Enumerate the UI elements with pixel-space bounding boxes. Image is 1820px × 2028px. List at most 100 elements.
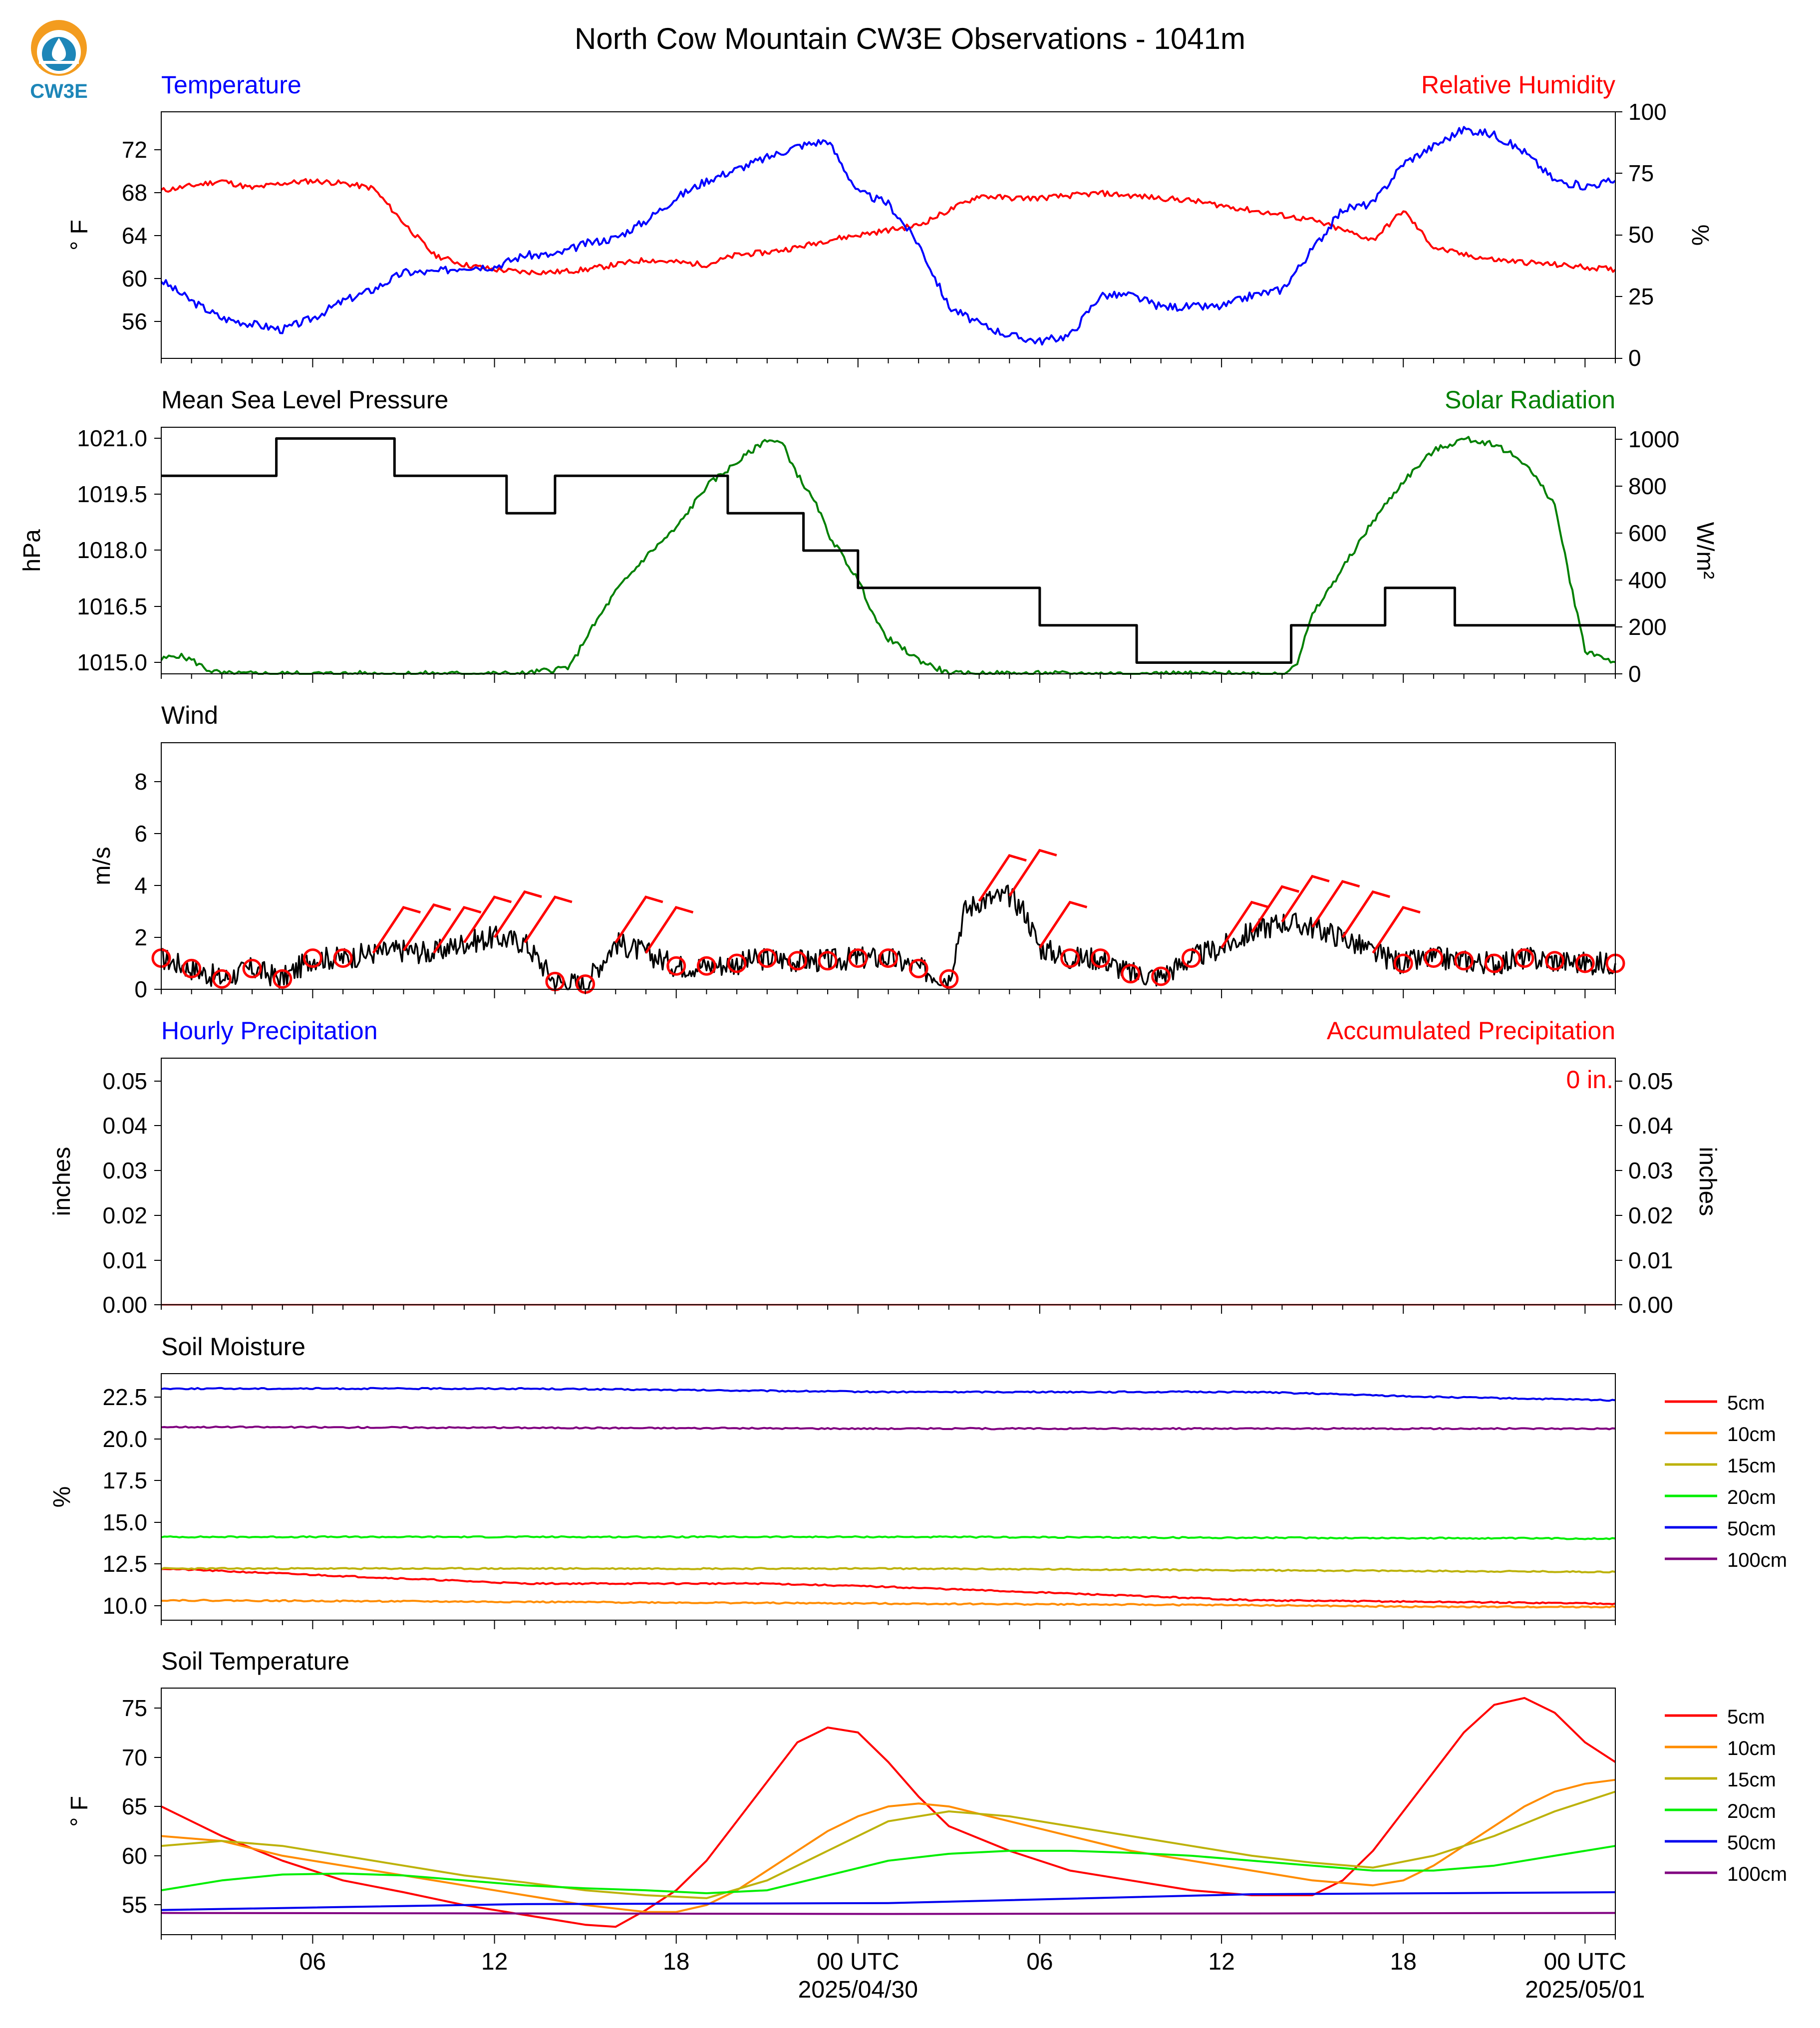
- tick-label: 65: [122, 1793, 147, 1819]
- tick-label: 0.05: [1628, 1068, 1673, 1094]
- wind-barb: [524, 895, 573, 943]
- soil-moisture-legend: 5cm 10cm 15cm 20cm 50cm 100cm: [1665, 1392, 1787, 1571]
- wind-barb: [1372, 905, 1421, 954]
- tick-label: 4: [134, 872, 147, 898]
- temperature-left-ticks: 56 60 64 68 72: [122, 137, 161, 334]
- legend-item: 15cm: [1665, 1769, 1776, 1791]
- wind-axis-label: m/s: [89, 847, 115, 885]
- wind-calm-marker: [212, 969, 232, 989]
- humidity-axis-label: %: [1687, 225, 1713, 246]
- legend-label: 10cm: [1727, 1424, 1776, 1446]
- wind-calm-marker: [818, 951, 838, 971]
- legend-item: 5cm: [1665, 1392, 1765, 1414]
- solar-right-ticks: 0 200 400 600 800 1000: [1615, 426, 1679, 687]
- temperature-panel: Temperature Relative Humidity 56 60 64 6…: [66, 71, 1713, 371]
- wind-barb: [493, 890, 542, 938]
- wind-barb: [1341, 890, 1391, 938]
- soil-moisture-panel: Soil Moisture 10.0 12.5 15.0 17.5 20.0 2…: [49, 1333, 1787, 1629]
- tick-label: 100: [1628, 99, 1667, 125]
- legend-label: 20cm: [1727, 1486, 1776, 1508]
- hourly-precip-title: Hourly Precipitation: [161, 1017, 378, 1045]
- legend-item: 10cm: [1665, 1424, 1776, 1446]
- cw3e-logo: CW3E: [30, 20, 88, 102]
- wind-calm-marker: [1121, 964, 1141, 984]
- legend-item: 50cm: [1665, 1518, 1776, 1540]
- wind-calm-marker: [787, 951, 807, 971]
- wind-calm-marker: [1060, 948, 1080, 968]
- tick-label: 1016.5: [77, 593, 147, 619]
- wind-calm-marker: [1181, 948, 1201, 968]
- soil-temperature-axis-label: ° F: [66, 1796, 93, 1827]
- wind-calm-marker: [303, 948, 322, 968]
- series-line-relative-humidity: [160, 178, 1616, 276]
- legend-label: 15cm: [1727, 1455, 1776, 1477]
- legend-label: 100cm: [1727, 1863, 1787, 1885]
- wind-calm-marker: [182, 958, 202, 978]
- tick-label: 56: [122, 308, 147, 334]
- tick-label: 1015.0: [77, 649, 147, 675]
- soil-moisture-left-ticks: 10.0 12.5 15.0 17.5 20.0 22.5: [102, 1384, 161, 1619]
- tick-label: 0.04: [102, 1113, 147, 1139]
- x-tick-marks: [161, 1620, 1616, 1629]
- wind-calm-marker: [757, 948, 777, 968]
- wind-barb: [978, 854, 1027, 902]
- precip-left-axis-label: inches: [49, 1147, 75, 1216]
- wind-calm-marker: [1424, 948, 1444, 968]
- soil-temperature-panel: Soil Temperature 55 60 65 70 75 ° F 06 12…: [66, 1647, 1787, 2003]
- precip-right-axis-label: inches: [1694, 1147, 1721, 1216]
- legend-item: 100cm: [1665, 1549, 1787, 1571]
- tick-label: 75: [1628, 160, 1654, 186]
- x-date-label: 2025/05/01: [1525, 1977, 1645, 2003]
- wind-barb: [644, 905, 694, 954]
- legend-item: 50cm: [1665, 1832, 1776, 1854]
- wind-axes-frame: [161, 742, 1616, 990]
- wind-left-ticks: 0 2 4 6 8: [134, 769, 161, 1002]
- tick-label: 0: [1628, 345, 1641, 371]
- series-line-5cm: [161, 1568, 1616, 1605]
- wind-barb: [1311, 879, 1360, 928]
- wind-calm-marker: [1151, 966, 1171, 986]
- series-line-20cm: [161, 1845, 1616, 1894]
- wind-barb: [1250, 885, 1300, 933]
- x-tick-marks: [161, 1305, 1616, 1314]
- x-tick-label: 12: [1208, 1949, 1234, 1975]
- x-tick-marks: [161, 989, 1616, 998]
- wind-calm-marker: [666, 956, 686, 976]
- wind-barb: [1038, 900, 1088, 949]
- legend-item: 15cm: [1665, 1455, 1776, 1477]
- legend-label: 5cm: [1727, 1706, 1765, 1728]
- logo-text: CW3E: [30, 80, 88, 102]
- wind-barb: [1281, 874, 1330, 923]
- tick-label: 0.01: [102, 1247, 147, 1273]
- pressure-title: Mean Sea Level Pressure: [161, 386, 448, 414]
- legend-label: 20cm: [1727, 1800, 1776, 1822]
- temperature-axis-label: ° F: [66, 220, 93, 251]
- wind-barb: [1008, 849, 1057, 897]
- wind-calm-marker: [1575, 953, 1595, 973]
- legend-item: 10cm: [1665, 1738, 1776, 1759]
- tick-label: 1021.0: [77, 425, 147, 451]
- x-tick-label: 06: [1026, 1949, 1053, 1975]
- pressure-axes-frame: [161, 427, 1616, 674]
- tick-label: 0.00: [1628, 1292, 1673, 1318]
- series-line-temperature: [160, 126, 1616, 346]
- wind-calm-marker: [333, 948, 353, 968]
- tick-label: 0.05: [102, 1068, 147, 1094]
- tick-label: 25: [1628, 284, 1654, 309]
- tick-label: 2: [134, 924, 147, 950]
- solar-axis-label: W/m²: [1692, 522, 1718, 579]
- precipitation-panel: Hourly Precipitation Accumulated Precipi…: [49, 1017, 1721, 1318]
- tick-label: 70: [122, 1744, 147, 1770]
- series-line-solar-radiation: [160, 436, 1616, 675]
- wind-calm-marker: [1545, 951, 1565, 971]
- wind-barb: [1220, 900, 1269, 949]
- accum-precip-title: Accumulated Precipitation: [1327, 1017, 1615, 1045]
- wind-title: Wind: [161, 701, 218, 729]
- humidity-right-ticks: 0 25 50 75 100: [1615, 99, 1667, 371]
- tick-label: 200: [1628, 614, 1667, 640]
- tick-label: 22.5: [102, 1384, 147, 1410]
- tick-label: 60: [122, 266, 147, 291]
- soil-temperature-legend: 5cm 10cm 15cm 20cm 50cm 100cm: [1665, 1706, 1787, 1885]
- series-line-50cm: [161, 1891, 1616, 1911]
- tick-label: 600: [1628, 520, 1667, 546]
